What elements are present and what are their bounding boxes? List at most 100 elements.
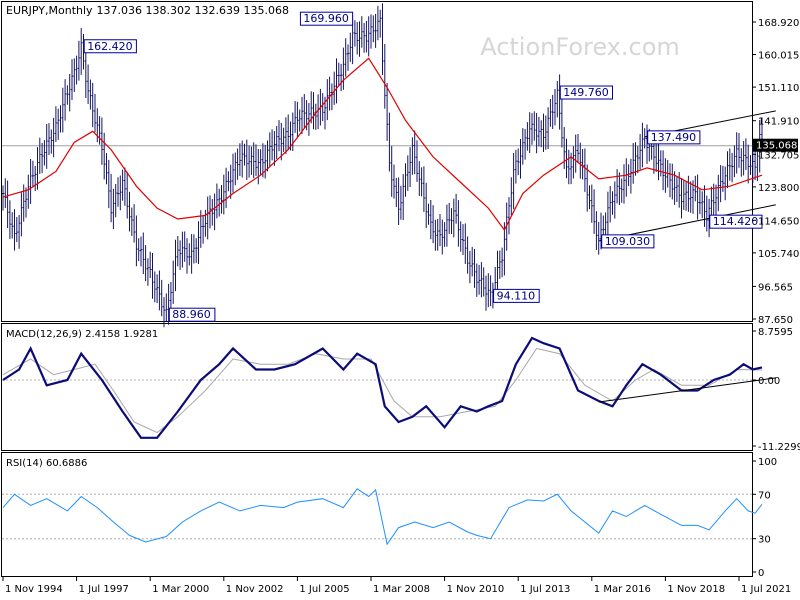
price-bar (673, 171, 676, 205)
price-bar (2, 185, 4, 211)
price-bar (498, 250, 501, 279)
price-bar (689, 181, 692, 213)
price-bar (238, 143, 241, 176)
price-bar (372, 15, 375, 43)
annotation-box (493, 288, 540, 303)
price-bar (487, 273, 490, 308)
price-bar (202, 216, 205, 244)
price-bar (64, 79, 67, 121)
price-bar (705, 195, 708, 232)
price-bar (31, 160, 34, 188)
price-bar (259, 149, 262, 175)
price-bar (137, 238, 140, 262)
price-bar (733, 145, 736, 178)
price-bar (439, 214, 441, 247)
price-bar (445, 204, 448, 247)
price-y-tick-label: 160.015 (758, 51, 799, 62)
price-bar (135, 215, 138, 267)
price-bar (20, 192, 23, 237)
price-bar (742, 141, 745, 176)
price-bar (160, 279, 163, 317)
annotation-box (709, 214, 763, 229)
price-bar (429, 200, 432, 240)
price-bar (68, 74, 71, 112)
price-bar (471, 246, 474, 277)
price-bar (393, 164, 395, 199)
annotation-label: 149.760 (563, 86, 609, 99)
x-tick-label: 1 Mar 2000 (152, 584, 209, 595)
price-bar (284, 117, 287, 154)
price-annotation: 114.420 (709, 214, 763, 229)
price-bar (586, 164, 589, 212)
price-bar (735, 132, 738, 174)
price-bar (6, 180, 9, 229)
price-bar (243, 143, 246, 166)
price-bar (420, 167, 423, 197)
price-layer: 162.420 169.960 88.960 94.110 149.760 137.490… (2, 3, 776, 328)
price-bar (73, 58, 76, 92)
price-bar (701, 191, 704, 219)
price-bar (643, 128, 646, 149)
price-bar (537, 116, 540, 147)
price-bar (411, 137, 414, 175)
price-bar (620, 178, 623, 203)
price-bar (726, 151, 729, 189)
price-bar (344, 38, 347, 77)
price-bar (554, 88, 556, 126)
price-bar (282, 127, 285, 152)
price-bar (146, 258, 149, 286)
price-bar (188, 243, 191, 266)
price-bar (682, 180, 685, 210)
price-bar (751, 144, 754, 183)
price-bar (436, 218, 439, 251)
price-bar (142, 232, 145, 275)
price-bar (606, 191, 609, 239)
price-bar (57, 108, 60, 140)
price-bar (418, 161, 421, 196)
price-bar (153, 271, 156, 303)
price-bar (551, 94, 554, 130)
price-bar (356, 22, 359, 55)
macd-layer (2, 336, 776, 439)
price-bar (731, 152, 734, 183)
rsi-y-tick-label: 30 (758, 535, 771, 546)
price-bar (618, 172, 621, 206)
price-bar (250, 146, 253, 175)
price-bar (363, 23, 366, 53)
price-bar (181, 231, 184, 268)
price-y-tick-label: 151.110 (758, 83, 799, 94)
price-bar (544, 115, 547, 150)
price-bar (636, 146, 639, 174)
price-bar (680, 178, 683, 219)
price-bar (156, 274, 159, 304)
price-bar (255, 144, 257, 176)
price-bar (383, 44, 386, 109)
price-bar (298, 109, 301, 132)
price-bar (692, 180, 694, 214)
price-bar (347, 44, 349, 71)
macd-y-tick-label: 8.7595 (758, 327, 793, 338)
price-bar (87, 64, 90, 104)
price-bar (542, 113, 545, 152)
price-bar (413, 130, 416, 175)
price-bar (531, 113, 533, 145)
price-bar (744, 138, 747, 170)
price-bar (443, 222, 446, 247)
price-bar (358, 21, 361, 57)
annotation-box (601, 234, 655, 249)
price-bar (215, 183, 218, 219)
price-bar (172, 260, 175, 304)
price-bar (524, 128, 527, 160)
price-bar (204, 209, 207, 237)
price-bar (641, 122, 644, 168)
price-bar (710, 186, 713, 218)
price-bar (510, 177, 513, 216)
price-bar (367, 16, 370, 57)
price-bar (526, 122, 529, 151)
price-bar (75, 55, 78, 85)
current-price-label: 135.068 (756, 141, 797, 152)
price-bar (485, 275, 487, 311)
price-bar (80, 28, 83, 75)
rsi-line (2, 488, 763, 546)
